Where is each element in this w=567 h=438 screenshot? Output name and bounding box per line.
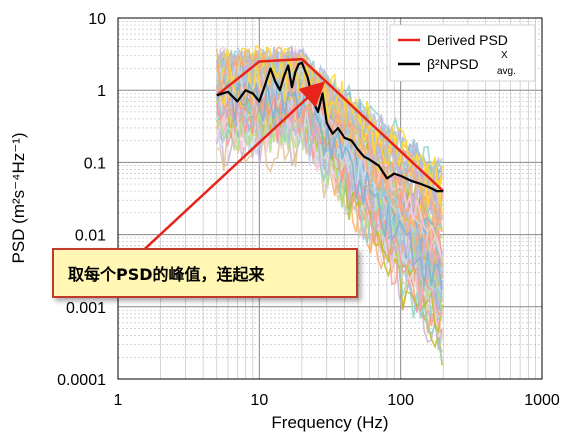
legend: Derived PSD β²NPSD X avg. [389,24,536,82]
plot-frame [117,17,543,380]
y-tick-labels: 10 1 0.1 0.01 0.001 0.0001 [57,11,106,389]
legend-label-derived-psd: Derived PSD [427,32,508,48]
y-tick-label: 10 [88,11,106,28]
y-tick-label: 0.0001 [57,372,106,389]
legend-label-npsd-sub: avg. [497,66,516,77]
series-line-derived-psd [216,57,445,193]
y-tick-label: 1 [97,83,106,100]
annotation-text: 取每个PSD的峰值，连起来 [68,265,265,284]
legend-label-npsd-sup: X [501,50,508,61]
legend-label-npsd: β²NPSD [427,56,479,72]
y-tick-label: 0.1 [84,155,106,172]
x-tick-label: 100 [387,392,414,409]
series-layer [216,57,445,193]
annotation-callout: 取每个PSD的峰值，连起来 [52,248,358,298]
legend-box [389,24,536,82]
x-tick-label: 10 [250,392,268,409]
x-tick-labels: 1 10 100 1000 [114,392,560,409]
x-tick-label: 1000 [524,392,560,409]
series-line-npsd [216,61,444,193]
y-tick-label: 0.01 [75,228,106,245]
x-axis-title: Frequency (Hz) [271,413,388,432]
x-tick-label: 1 [114,392,123,409]
y-axis-title: PSD (m²s⁻⁴Hz⁻¹) [9,132,28,263]
y-tick-label: 0.001 [66,300,106,317]
annotation-arrow [134,81,326,259]
